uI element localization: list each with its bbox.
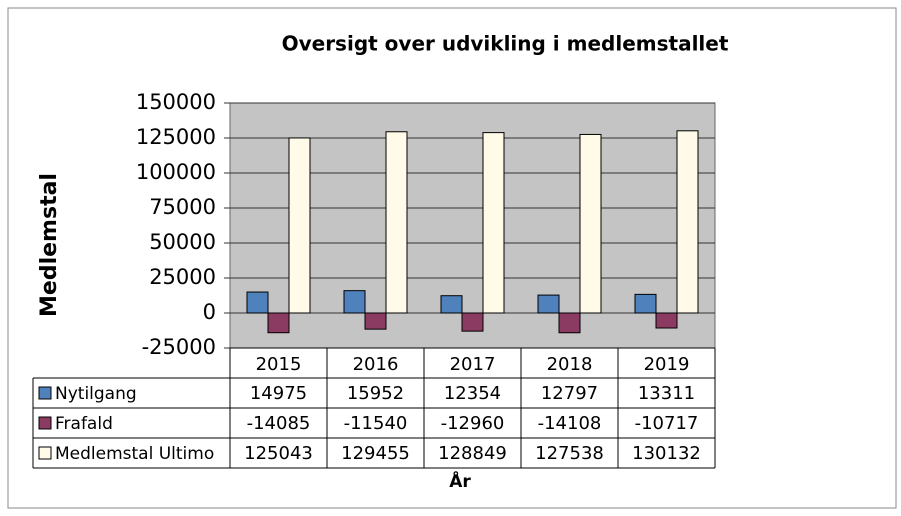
y-tick-label: 75000: [149, 195, 216, 219]
legend-key: [38, 386, 52, 400]
legend-label: Nytilgang: [55, 384, 137, 404]
bar: [537, 294, 560, 314]
bar: [440, 295, 463, 314]
bar: [385, 131, 408, 314]
table-value: 13311: [638, 383, 695, 404]
bar: [482, 132, 505, 314]
y-tick-label: -25000: [142, 335, 216, 359]
table-value: -14108: [538, 413, 602, 434]
y-tick-label: 125000: [136, 125, 216, 149]
y-tick-label: 100000: [136, 160, 216, 184]
bar: [288, 137, 311, 314]
bar: [343, 290, 366, 314]
y-axis-label: Medlemstal: [37, 173, 62, 317]
table-value: 125043: [244, 443, 313, 464]
chart-title: Oversigt over udvikling i medlemstallet: [282, 32, 729, 56]
legend-key: [38, 446, 52, 460]
y-tick-label: 25000: [149, 265, 216, 289]
x-tick-label: 2019: [644, 354, 690, 375]
x-axis-label: År: [449, 469, 471, 492]
bar: [267, 312, 290, 334]
legend-key: [38, 416, 52, 430]
bar: [461, 312, 484, 332]
table-value: 129455: [341, 443, 410, 464]
table-value: -11540: [344, 413, 408, 434]
x-tick-label: 2016: [353, 354, 399, 375]
y-tick-label: 0: [203, 300, 216, 324]
bar: [634, 293, 657, 314]
table-value: -14085: [247, 413, 311, 434]
table-value: 130132: [632, 443, 701, 464]
bar: [246, 291, 269, 314]
bar: [655, 312, 678, 329]
x-tick-label: 2018: [547, 354, 593, 375]
table-value: 12797: [541, 383, 598, 404]
table-value: -12960: [441, 413, 505, 434]
x-tick-label: 2017: [450, 354, 496, 375]
bar: [364, 312, 387, 330]
x-tick-label: 2015: [256, 354, 302, 375]
y-tick-label: 150000: [136, 90, 216, 114]
table-value: 14975: [250, 383, 307, 404]
y-tick-label: 50000: [149, 230, 216, 254]
table-value: -10717: [635, 413, 699, 434]
table-value: 15952: [347, 383, 404, 404]
table-value: 128849: [438, 443, 507, 464]
plot-area: [229, 102, 716, 349]
bar: [558, 312, 581, 334]
table-value: 127538: [535, 443, 604, 464]
legend-label: Frafald: [55, 414, 113, 434]
legend-label: Medlemstal Ultimo: [55, 444, 214, 464]
bar: [676, 130, 699, 314]
bar: [579, 133, 602, 314]
table-value: 12354: [444, 383, 501, 404]
